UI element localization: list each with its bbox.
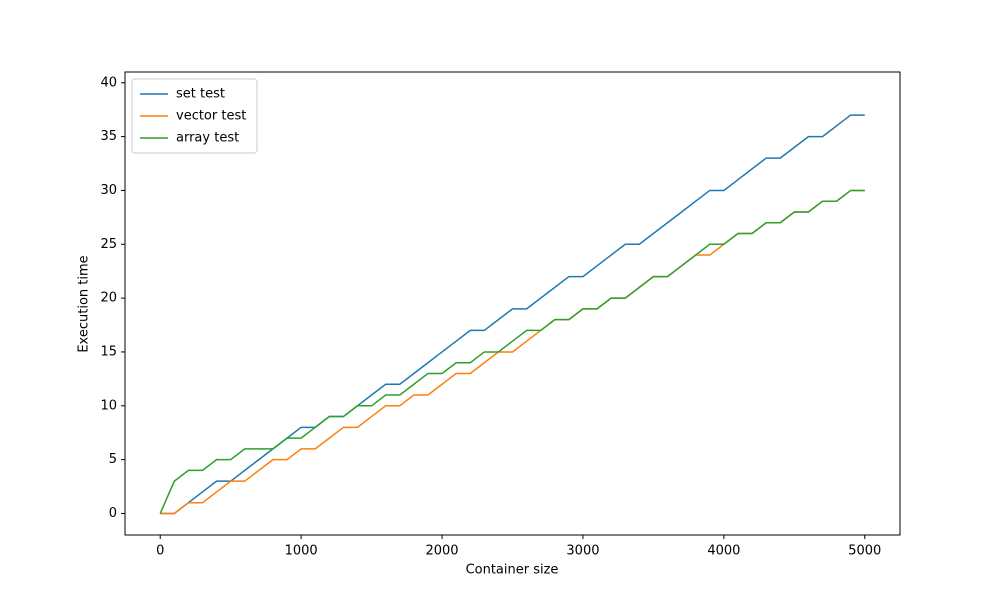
y-tick-label: 5	[109, 452, 117, 467]
y-axis-label: Execution time	[77, 255, 92, 352]
legend-box	[131, 78, 258, 154]
y-tick-label: 20	[100, 291, 117, 306]
y-tick-label: 10	[100, 398, 117, 413]
x-tick-label: 4000	[707, 544, 740, 559]
x-axis-label: Container size	[466, 563, 559, 578]
y-tick-label: 15	[100, 344, 117, 359]
y-tick-label: 0	[109, 506, 117, 521]
series-line	[160, 189, 865, 515]
legend-label: array test	[176, 131, 239, 146]
x-tick-label: 0	[156, 544, 164, 559]
legend-label: set test	[176, 87, 225, 102]
plot-frame	[124, 71, 901, 536]
series-line	[160, 114, 865, 515]
x-tick-label: 5000	[848, 544, 881, 559]
y-tick-label: 35	[100, 129, 117, 144]
legend-label: vector test	[176, 109, 246, 124]
x-tick-label: 3000	[566, 544, 599, 559]
series-line	[159, 189, 865, 514]
x-tick-label: 1000	[285, 544, 318, 559]
x-tick-label: 2000	[425, 544, 458, 559]
y-tick-label: 40	[100, 75, 117, 90]
y-tick-label: 30	[100, 183, 117, 198]
y-tick-label: 25	[100, 237, 117, 252]
